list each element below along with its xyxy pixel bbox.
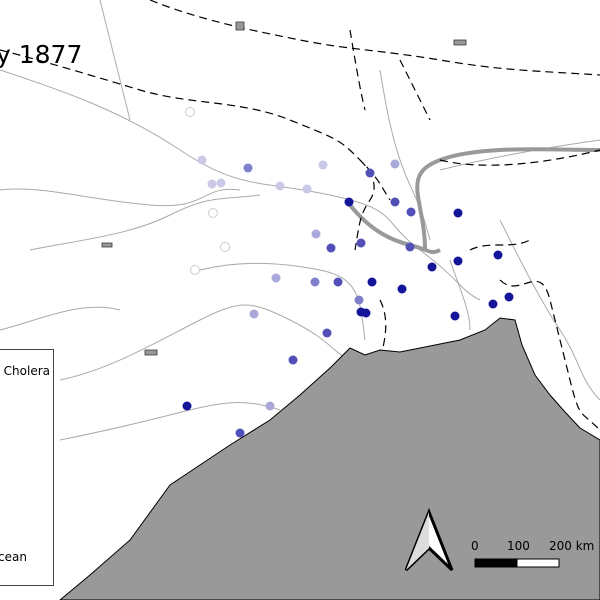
cholera-sites bbox=[182, 107, 514, 438]
ocean bbox=[59, 317, 600, 600]
cholera-site-marker bbox=[397, 284, 407, 294]
cholera-site-marker bbox=[197, 155, 207, 165]
legend: Cholera cean bbox=[0, 349, 54, 586]
cholera-site-marker bbox=[326, 243, 336, 253]
cholera-site-marker bbox=[190, 265, 200, 275]
lakes bbox=[101, 21, 467, 356]
map-title: y 1877 bbox=[0, 40, 83, 69]
cholera-site-marker bbox=[344, 197, 354, 207]
cholera-site-marker bbox=[450, 311, 460, 321]
cholera-site-marker bbox=[288, 355, 298, 365]
cholera-site-marker bbox=[310, 277, 320, 287]
cholera-site-marker bbox=[220, 242, 230, 252]
cholera-site-marker bbox=[453, 256, 463, 266]
cholera-site-marker bbox=[207, 179, 217, 189]
legend-ocean-label: cean bbox=[0, 550, 27, 564]
cholera-site-marker bbox=[356, 238, 366, 248]
cholera-site-marker bbox=[275, 181, 285, 191]
cholera-site-marker bbox=[405, 242, 415, 252]
cholera-site-marker bbox=[216, 178, 226, 188]
cholera-site-marker bbox=[367, 277, 377, 287]
cholera-site-marker bbox=[354, 295, 364, 305]
scale-bar bbox=[474, 558, 560, 568]
cholera-site-marker bbox=[302, 184, 312, 194]
cholera-site-marker bbox=[271, 273, 281, 283]
north-arrow-icon bbox=[404, 507, 454, 572]
cholera-site-marker bbox=[390, 159, 400, 169]
cholera-site-marker bbox=[361, 308, 371, 318]
cholera-site-marker bbox=[322, 328, 332, 338]
legend-cholera-label: Cholera bbox=[3, 364, 50, 378]
cholera-site-marker bbox=[185, 107, 195, 117]
cholera-site-marker bbox=[243, 163, 253, 173]
cholera-site-marker bbox=[493, 250, 503, 260]
scale-label-200: 200 km bbox=[549, 539, 595, 553]
major-river bbox=[348, 147, 600, 255]
scale-label-100: 100 bbox=[507, 539, 530, 553]
cholera-site-marker bbox=[235, 428, 245, 438]
cholera-site-marker bbox=[488, 299, 498, 309]
cholera-site-marker bbox=[504, 292, 514, 302]
cholera-site-marker bbox=[453, 208, 463, 218]
cholera-site-marker bbox=[182, 401, 192, 411]
cholera-site-marker bbox=[390, 197, 400, 207]
cholera-site-marker bbox=[208, 208, 218, 218]
scale-label-0: 0 bbox=[471, 539, 479, 553]
cholera-site-marker bbox=[365, 168, 375, 178]
cholera-site-marker bbox=[318, 160, 328, 170]
cholera-site-marker bbox=[406, 207, 416, 217]
cholera-site-marker bbox=[311, 229, 321, 239]
cholera-site-marker bbox=[333, 277, 343, 287]
cholera-site-marker bbox=[265, 401, 275, 411]
cholera-site-marker bbox=[427, 262, 437, 272]
cholera-site-marker bbox=[249, 309, 259, 319]
